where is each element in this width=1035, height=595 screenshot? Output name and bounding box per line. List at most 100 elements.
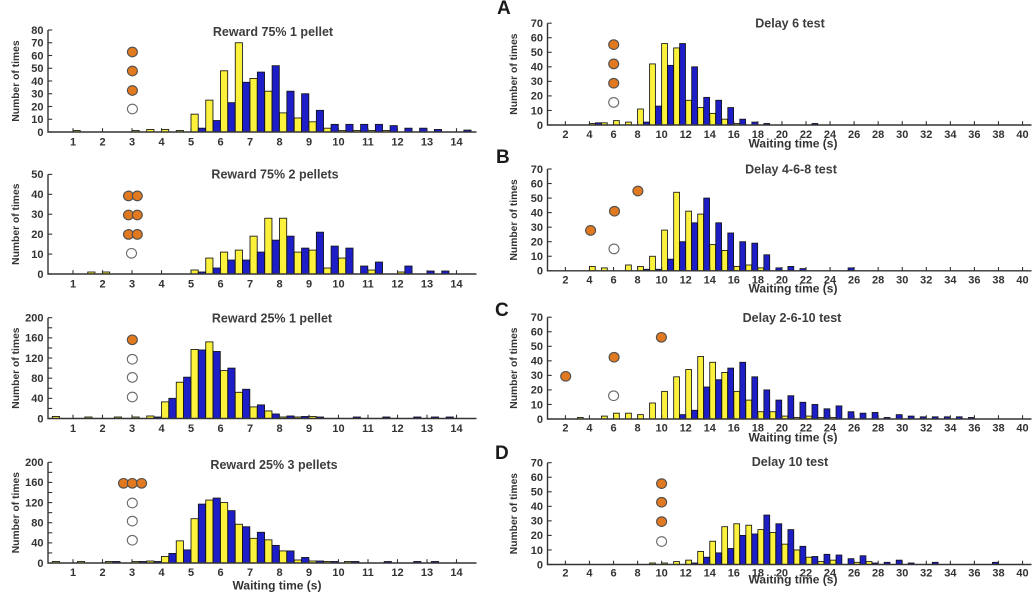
svg-text:1: 1 — [70, 279, 76, 291]
svg-text:10: 10 — [656, 568, 668, 580]
svg-text:200: 200 — [25, 313, 43, 325]
svg-text:7: 7 — [247, 137, 253, 149]
svg-text:6: 6 — [217, 423, 223, 435]
svg-text:5: 5 — [188, 137, 194, 149]
svg-text:8: 8 — [276, 137, 282, 149]
svg-text:6: 6 — [610, 274, 616, 286]
svg-text:Waiting time (s): Waiting time (s) — [233, 579, 322, 593]
svg-text:30: 30 — [896, 274, 908, 286]
svg-text:36: 36 — [968, 568, 980, 580]
svg-text:34: 34 — [944, 274, 957, 286]
svg-text:12: 12 — [680, 274, 692, 286]
svg-text:A: A — [497, 0, 511, 19]
svg-text:20: 20 — [531, 385, 543, 397]
svg-text:28: 28 — [872, 568, 884, 580]
svg-text:20: 20 — [776, 423, 788, 435]
svg-text:0: 0 — [37, 558, 43, 570]
svg-text:12: 12 — [391, 567, 403, 579]
svg-text:34: 34 — [944, 129, 957, 141]
svg-text:8: 8 — [635, 568, 641, 580]
svg-text:20: 20 — [776, 274, 788, 286]
svg-text:16: 16 — [728, 129, 740, 141]
svg-text:30: 30 — [531, 370, 543, 382]
svg-text:24: 24 — [824, 274, 837, 286]
svg-text:Delay 2-6-10 test: Delay 2-6-10 test — [743, 311, 843, 325]
svg-text:24: 24 — [824, 129, 837, 141]
svg-text:Reward 75% 1 pellet: Reward 75% 1 pellet — [213, 25, 334, 39]
svg-text:2: 2 — [562, 129, 568, 141]
svg-text:4: 4 — [586, 568, 593, 580]
svg-text:38: 38 — [992, 568, 1004, 580]
svg-text:14: 14 — [450, 137, 463, 149]
svg-text:4: 4 — [158, 567, 165, 579]
svg-text:0: 0 — [537, 120, 543, 132]
svg-text:32: 32 — [920, 274, 932, 286]
svg-text:6: 6 — [610, 568, 616, 580]
svg-text:16: 16 — [728, 568, 740, 580]
svg-text:70: 70 — [31, 38, 43, 50]
svg-text:50: 50 — [31, 169, 43, 181]
svg-text:8: 8 — [635, 129, 641, 141]
svg-text:5: 5 — [188, 567, 194, 579]
svg-text:0: 0 — [37, 127, 43, 139]
svg-text:12: 12 — [680, 568, 692, 580]
svg-text:5: 5 — [188, 423, 194, 435]
svg-text:3: 3 — [129, 567, 135, 579]
svg-text:6: 6 — [217, 137, 223, 149]
svg-text:20: 20 — [31, 101, 43, 113]
svg-text:22: 22 — [800, 568, 812, 580]
svg-text:B: B — [496, 147, 510, 168]
svg-text:22: 22 — [800, 274, 812, 286]
svg-text:10: 10 — [31, 249, 43, 261]
svg-text:14: 14 — [704, 274, 717, 286]
svg-text:10: 10 — [531, 105, 543, 117]
svg-text:1: 1 — [70, 137, 76, 149]
svg-text:9: 9 — [306, 137, 312, 149]
svg-text:28: 28 — [872, 274, 884, 286]
svg-text:40: 40 — [1016, 274, 1028, 286]
svg-text:13: 13 — [421, 423, 433, 435]
svg-text:160: 160 — [25, 333, 43, 345]
svg-text:18: 18 — [752, 274, 764, 286]
svg-text:30: 30 — [896, 129, 908, 141]
svg-text:Number of times: Number of times — [509, 33, 520, 115]
svg-text:4: 4 — [586, 129, 593, 141]
svg-text:10: 10 — [31, 114, 43, 126]
svg-text:2: 2 — [562, 568, 568, 580]
svg-text:20: 20 — [531, 237, 543, 249]
svg-text:2: 2 — [99, 423, 105, 435]
svg-text:30: 30 — [531, 516, 543, 528]
svg-text:24: 24 — [824, 568, 837, 580]
svg-text:20: 20 — [776, 568, 788, 580]
svg-text:40: 40 — [531, 356, 543, 368]
svg-text:60: 60 — [531, 33, 543, 45]
svg-text:6: 6 — [610, 129, 616, 141]
svg-text:40: 40 — [1016, 568, 1028, 580]
svg-text:38: 38 — [992, 274, 1004, 286]
svg-text:2: 2 — [99, 137, 105, 149]
svg-text:70: 70 — [531, 312, 543, 324]
svg-text:2: 2 — [562, 274, 568, 286]
svg-text:28: 28 — [872, 129, 884, 141]
svg-text:3: 3 — [129, 423, 135, 435]
svg-text:Number of times: Number of times — [509, 179, 520, 261]
svg-text:40: 40 — [531, 62, 543, 74]
svg-text:Number of times: Number of times — [11, 40, 22, 122]
svg-text:11: 11 — [362, 567, 374, 579]
svg-text:Waiting time (s): Waiting time (s) — [749, 137, 838, 151]
svg-text:38: 38 — [992, 129, 1004, 141]
svg-text:40: 40 — [31, 538, 43, 550]
svg-text:24: 24 — [824, 423, 837, 435]
svg-text:Number of times: Number of times — [509, 327, 520, 409]
svg-text:28: 28 — [872, 423, 884, 435]
svg-text:50: 50 — [531, 47, 543, 59]
svg-text:30: 30 — [896, 568, 908, 580]
svg-text:40: 40 — [1016, 129, 1028, 141]
svg-text:12: 12 — [391, 137, 403, 149]
svg-text:Number of times: Number of times — [11, 327, 22, 409]
svg-text:70: 70 — [531, 18, 543, 30]
svg-text:10: 10 — [656, 274, 668, 286]
svg-text:32: 32 — [920, 423, 932, 435]
svg-text:Number of times: Number of times — [11, 183, 22, 265]
svg-text:60: 60 — [531, 178, 543, 190]
